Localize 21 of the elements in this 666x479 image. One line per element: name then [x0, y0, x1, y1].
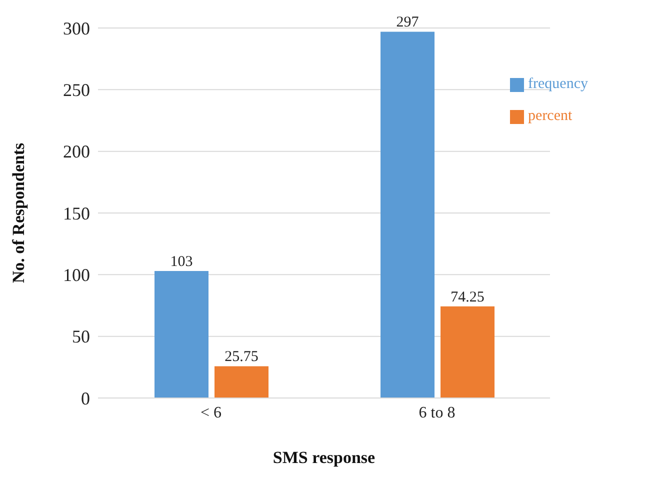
legend-label: percent [528, 108, 572, 124]
y-tick-label: 50 [72, 326, 90, 347]
y-tick-label: 300 [63, 18, 90, 38]
bar [440, 306, 495, 398]
x-axis-title: SMS response [272, 448, 376, 467]
data-label: 74.25 [450, 289, 484, 306]
x-tick-label: < 6 [200, 404, 222, 422]
y-tick-label: 200 [63, 142, 90, 162]
y-tick-label: 250 [63, 80, 90, 100]
y-axis-title: No. of Respondents [9, 142, 28, 284]
bar [154, 270, 209, 398]
bar [380, 32, 435, 398]
y-tick-label: 0 [81, 388, 90, 408]
legend-label: frequency [528, 76, 588, 92]
x-tick-label: 6 to 8 [418, 404, 456, 422]
y-tick-label: 150 [63, 203, 90, 224]
bar [214, 366, 269, 398]
data-label: 25.75 [224, 349, 258, 366]
data-label: 103 [170, 254, 193, 270]
data-label: 297 [396, 14, 420, 31]
y-tick-label: 100 [63, 265, 90, 286]
